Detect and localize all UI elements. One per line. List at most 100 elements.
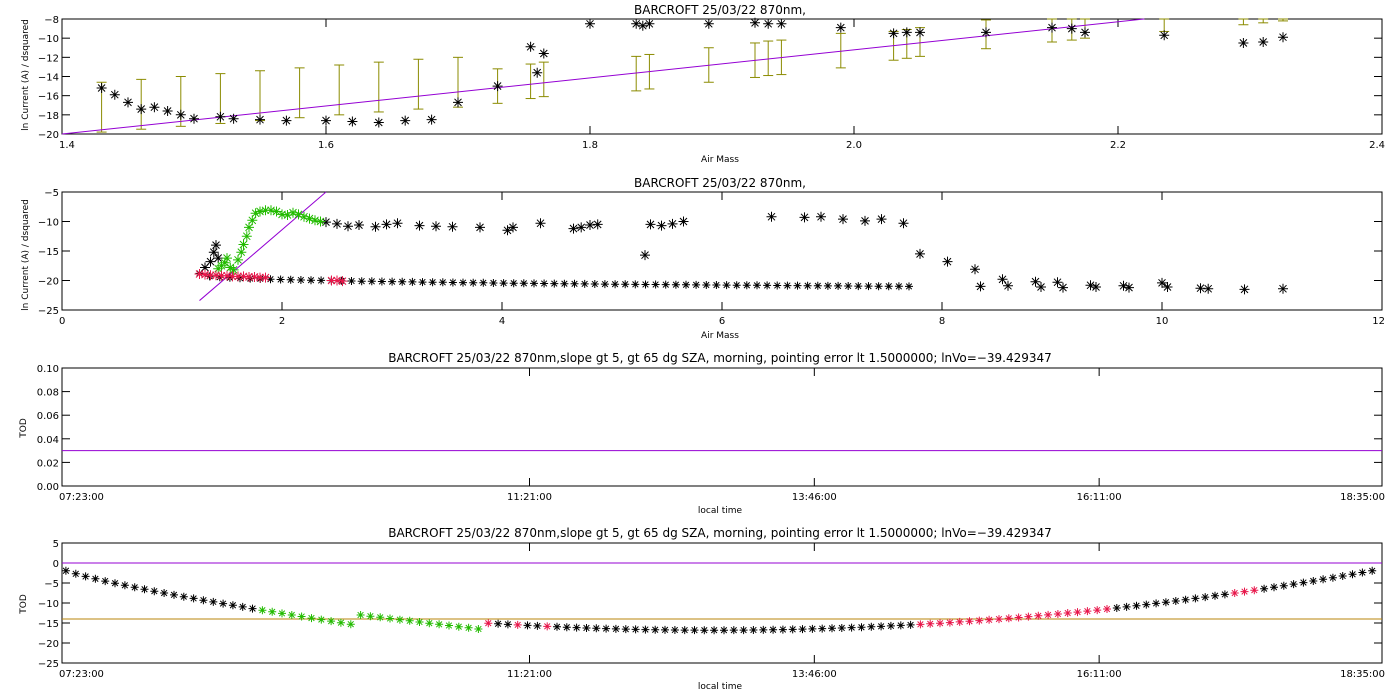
data-point: [867, 622, 876, 631]
data-point-black: [641, 280, 650, 289]
data-point-black: [844, 282, 853, 290]
data-point-black: [611, 280, 620, 289]
data-point-black: [317, 276, 326, 285]
data-point-black: [592, 219, 603, 230]
data-point-black: [568, 223, 579, 234]
x-tick-label: 16:11:00: [1077, 492, 1122, 503]
data-point-red: [222, 270, 232, 281]
y-tick-label: 0: [53, 559, 59, 570]
data-point-green: [236, 247, 247, 258]
x-tick-label: 13:46:00: [792, 492, 837, 503]
data-point-black: [763, 281, 772, 290]
data-point-black: [205, 256, 216, 267]
data-point-black: [692, 280, 701, 289]
data-point-black: [540, 279, 549, 288]
data-point: [1250, 586, 1259, 595]
data-point: [91, 574, 100, 583]
data-point: [347, 116, 358, 127]
data-point: [1014, 613, 1023, 622]
data-point: [769, 625, 778, 634]
data-point-green: [255, 206, 265, 217]
y-tick-label: 0.00: [37, 482, 59, 493]
data-point-green: [299, 211, 309, 222]
data-point-black: [266, 275, 275, 284]
data-point: [376, 613, 385, 622]
data-point: [808, 624, 817, 633]
x-tick-label: 1.8: [582, 140, 598, 151]
x-tick-label: 07:23:00: [59, 492, 104, 503]
data-point-red: [238, 271, 249, 282]
data-point: [160, 589, 169, 597]
chart-2-marks: [194, 191, 1288, 301]
data-point: [1260, 584, 1269, 593]
data-point: [336, 618, 345, 627]
data-point: [170, 590, 178, 599]
data-point-black: [377, 277, 386, 286]
chart-1-ticks: 1.4 1.6 1.8 2.0 2.2 2.4 −20 −18 −16 −14 −12 −10 −8: [38, 15, 1385, 151]
data-point: [150, 587, 159, 596]
data-point-black: [1003, 280, 1013, 291]
data-point: [945, 618, 954, 627]
y-tick-label: −20: [38, 130, 59, 141]
y-tick-label: −5: [44, 188, 59, 199]
data-point-green: [310, 215, 320, 226]
data-point-red: [211, 270, 221, 281]
chart-3-xlabel: local time: [698, 506, 743, 516]
data-point: [750, 17, 760, 28]
chart-1-xlabel: Air Mass: [701, 155, 739, 165]
data-point-green: [266, 205, 276, 216]
fit-line: [61, 18, 1145, 135]
data-point-green: [260, 205, 271, 216]
data-point-black: [535, 218, 546, 229]
data-point-black: [621, 280, 630, 289]
chart-2-ylabel: ln Current (A) / dsquared: [21, 199, 31, 311]
data-point-green: [271, 206, 282, 217]
data-point-black: [864, 282, 873, 291]
data-point: [513, 620, 522, 629]
data-point: [703, 18, 714, 29]
data-point: [835, 22, 846, 33]
data-point-red: [332, 275, 342, 286]
data-point: [729, 626, 738, 635]
data-point: [562, 623, 571, 632]
data-point: [287, 611, 296, 619]
chart-1-marks: [61, 17, 1288, 135]
data-point: [985, 615, 994, 624]
data-point: [1240, 587, 1249, 596]
data-point: [523, 621, 532, 630]
data-point: [96, 83, 107, 93]
data-point: [1083, 607, 1092, 616]
data-point-green: [241, 231, 252, 242]
data-point-black: [418, 278, 427, 287]
y-tick-label: −16: [38, 92, 59, 103]
data-point-black: [370, 221, 381, 232]
data-point: [123, 97, 133, 108]
data-point-black: [225, 273, 234, 282]
data-point-black: [823, 281, 832, 290]
data-point: [611, 624, 620, 633]
data-point: [278, 609, 286, 618]
data-point: [474, 625, 483, 633]
data-point-black: [1124, 282, 1134, 293]
data-point: [140, 585, 149, 594]
data-point-black: [208, 247, 219, 258]
data-point: [1238, 38, 1249, 48]
data-point-black: [970, 264, 980, 275]
data-point: [297, 612, 306, 621]
data-point-black: [898, 218, 909, 229]
y-tick-label: −20: [38, 639, 59, 650]
data-point-black: [894, 282, 903, 291]
data-point-black: [773, 281, 782, 290]
data-point-black: [997, 274, 1008, 285]
data-point: [248, 604, 257, 613]
y-tick-label: −10: [38, 34, 59, 45]
data-point: [637, 20, 648, 31]
data-point-black: [1118, 280, 1129, 291]
data-point-black: [354, 220, 364, 230]
data-point-black: [942, 256, 953, 267]
data-point: [268, 607, 277, 616]
data-point-black: [645, 219, 656, 230]
data-point: [1053, 610, 1062, 618]
y-tick-label: −20: [38, 277, 59, 288]
chart-1-title: BARCROFT 25/03/22 870nm,: [634, 3, 806, 17]
